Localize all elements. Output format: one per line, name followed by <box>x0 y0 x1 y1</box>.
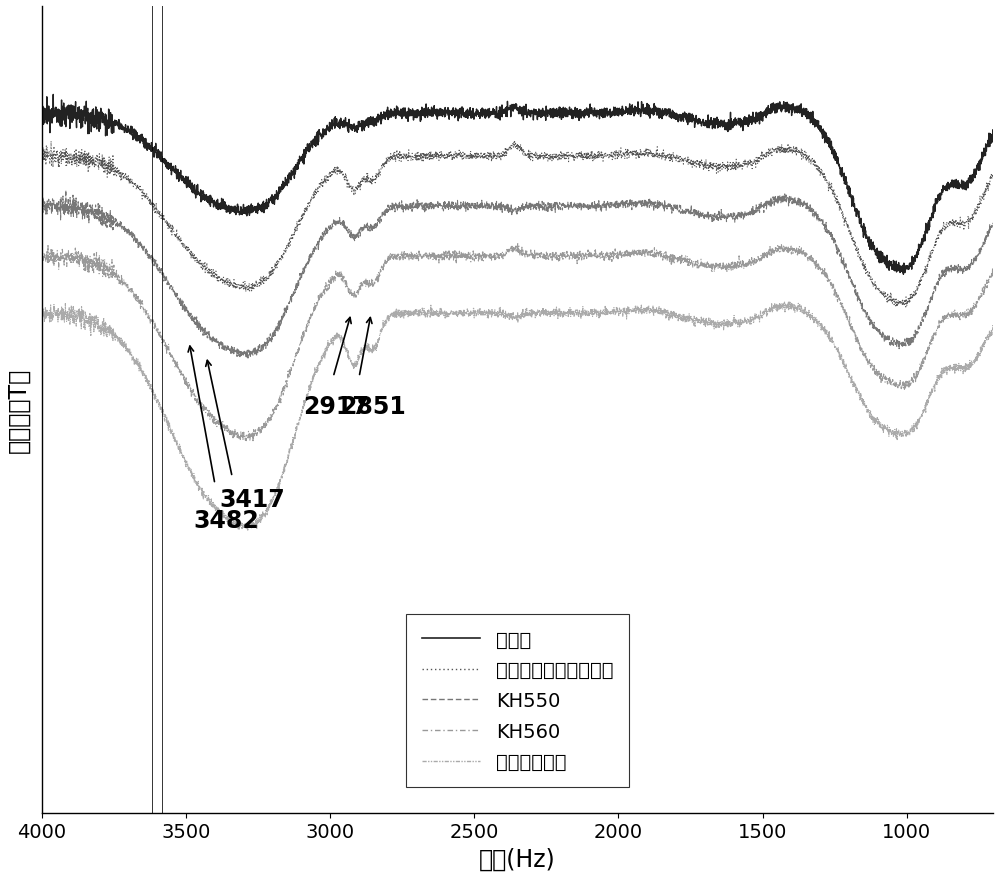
钛酸酯偶联剂 <box>488 308 500 319</box>
KH560 <box>911 366 923 377</box>
Text: 2917: 2917 <box>303 394 369 419</box>
钛酸酯偶联剂 <box>36 302 48 313</box>
未处理 <box>727 120 739 131</box>
Line: KH560: KH560 <box>42 243 993 442</box>
十六烷基三乙氧基硅烷 <box>900 302 912 313</box>
十六烷基三乙氧基硅烷 <box>911 281 923 291</box>
钛酸酯偶联剂 <box>987 323 999 334</box>
KH550 <box>436 204 448 214</box>
钛酸酯偶联剂 <box>436 309 448 320</box>
未处理 <box>443 106 455 117</box>
钛酸酯偶联剂 <box>727 315 739 326</box>
KH550 <box>958 264 970 275</box>
十六烷基三乙氧基硅烷 <box>727 156 739 167</box>
未处理 <box>36 112 48 123</box>
未处理 <box>987 128 999 139</box>
KH560 <box>443 247 455 257</box>
Line: KH550: KH550 <box>42 191 993 358</box>
KH550 <box>488 204 500 214</box>
十六烷基三乙氧基硅烷 <box>987 171 999 182</box>
钛酸酯偶联剂 <box>443 310 455 320</box>
未处理 <box>911 250 923 261</box>
钛酸酯偶联剂 <box>958 361 970 371</box>
Text: 2851: 2851 <box>341 394 406 419</box>
KH560 <box>244 436 256 447</box>
Text: 3417: 3417 <box>220 487 285 511</box>
钛酸酯偶联剂 <box>783 298 795 308</box>
未处理 <box>47 90 59 101</box>
未处理 <box>958 184 970 195</box>
X-axis label: 频率(Hz): 频率(Hz) <box>479 847 556 871</box>
未处理 <box>897 270 909 280</box>
未处理 <box>488 110 500 120</box>
KH560 <box>987 270 999 281</box>
KH560 <box>488 253 500 263</box>
未处理 <box>436 109 448 119</box>
Y-axis label: 透过率（T）: 透过率（T） <box>7 367 31 452</box>
钛酸酯偶联剂 <box>242 525 254 536</box>
KH550 <box>60 186 72 197</box>
Line: 十六烷基三乙氧基硅烷: 十六烷基三乙氧基硅烷 <box>42 142 993 307</box>
KH550 <box>911 330 923 341</box>
KH550 <box>987 219 999 229</box>
十六烷基三乙氧基硅烷 <box>488 148 500 159</box>
KH550 <box>444 199 456 210</box>
Line: 钛酸酯偶联剂: 钛酸酯偶联剂 <box>42 303 993 530</box>
钛酸酯偶联剂 <box>911 424 923 435</box>
Legend: 未处理, 十六烷基三乙氧基硅烷, KH550, KH560, 钛酸酯偶联剂: 未处理, 十六烷基三乙氧基硅烷, KH550, KH560, 钛酸酯偶联剂 <box>406 615 629 787</box>
KH550 <box>727 208 739 219</box>
KH560 <box>727 260 739 270</box>
十六烷基三乙氧基硅烷 <box>443 151 455 162</box>
KH560 <box>36 254 48 264</box>
十六烷基三乙氧基硅烷 <box>958 219 970 229</box>
十六烷基三乙氧基硅烷 <box>436 153 448 163</box>
Text: 3482: 3482 <box>194 508 259 533</box>
KH560 <box>958 310 970 320</box>
Line: 未处理: 未处理 <box>42 96 993 275</box>
KH550 <box>242 353 254 363</box>
KH560 <box>436 251 448 262</box>
十六烷基三乙氧基硅烷 <box>36 151 48 162</box>
KH560 <box>512 238 524 248</box>
KH550 <box>36 216 48 227</box>
十六烷基三乙氧基硅烷 <box>45 137 57 148</box>
